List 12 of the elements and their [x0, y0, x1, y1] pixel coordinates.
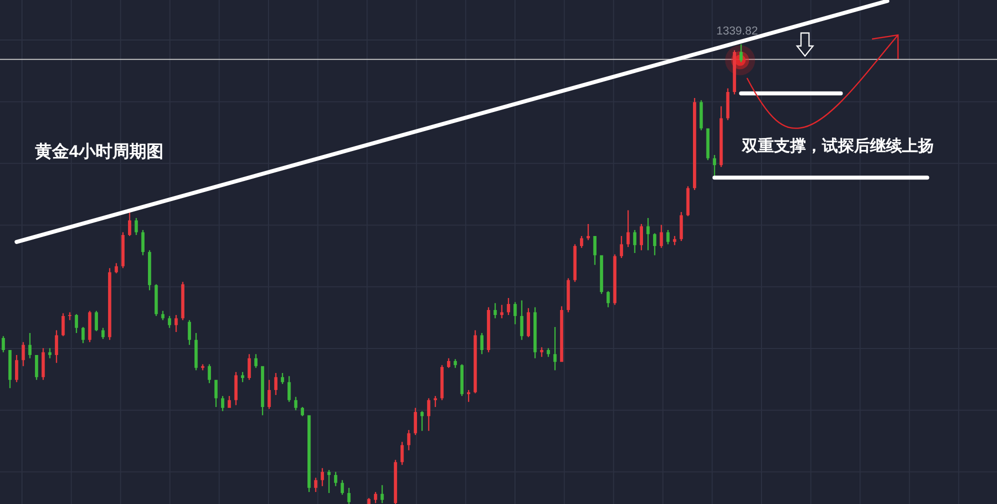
candlestick [68, 312, 72, 320]
candlestick [500, 304, 504, 318]
candlestick [201, 364, 204, 370]
text: 1339.82 [716, 25, 758, 38]
annotation: 双重支撑，试探后继续上扬 [741, 137, 934, 155]
candlestick [586, 224, 590, 240]
text: 黄金4小时周期图 [34, 142, 164, 161]
candlestick [494, 303, 497, 318]
candlestick [161, 310, 164, 320]
candlestick [540, 347, 544, 357]
candlestick [454, 359, 457, 368]
candlestick [380, 485, 384, 504]
